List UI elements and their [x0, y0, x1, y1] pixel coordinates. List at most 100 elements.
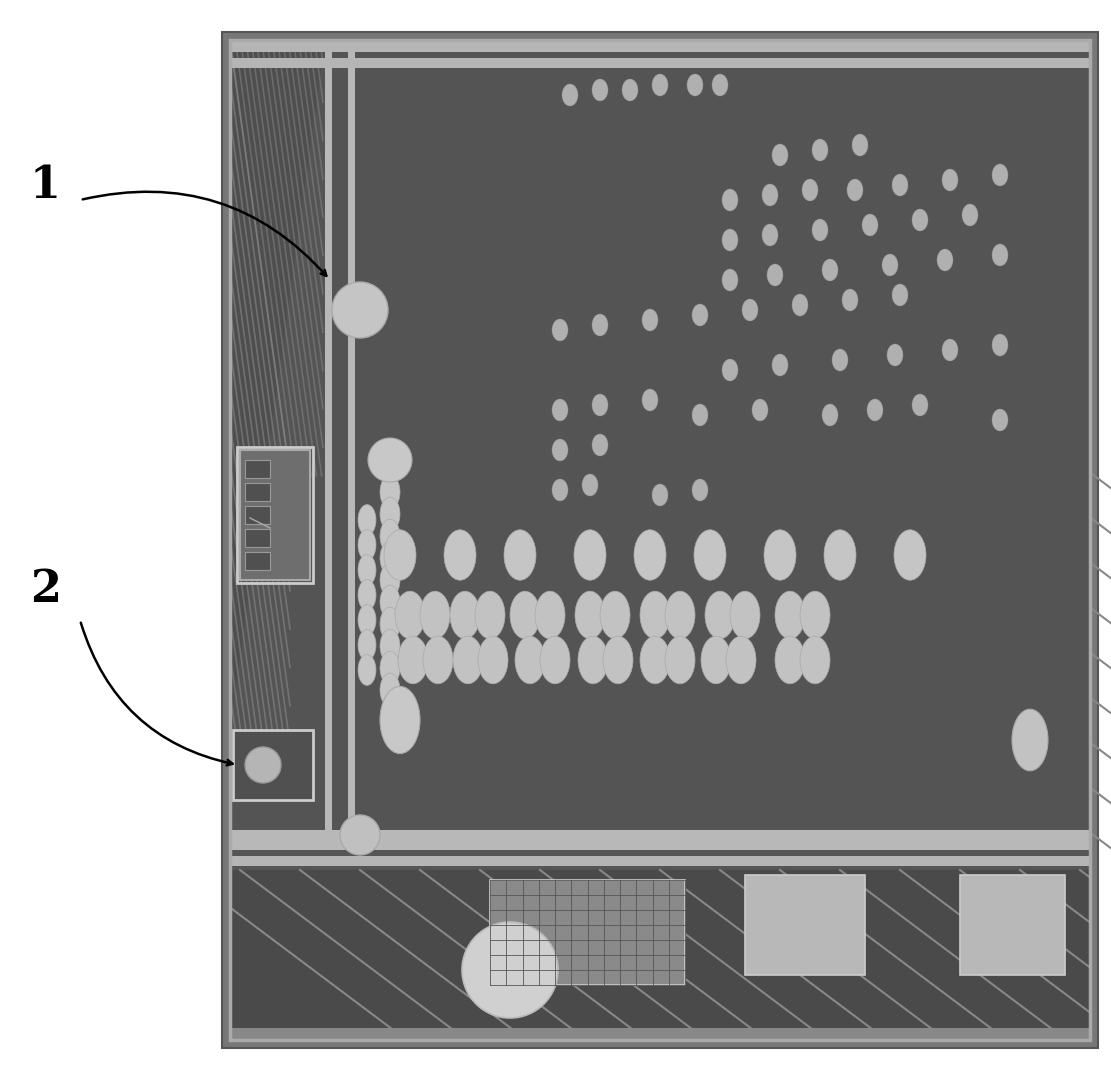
- Ellipse shape: [510, 591, 540, 639]
- Ellipse shape: [812, 219, 828, 241]
- Ellipse shape: [962, 204, 978, 226]
- Ellipse shape: [578, 636, 608, 684]
- Ellipse shape: [380, 519, 400, 553]
- Bar: [490, 880, 685, 985]
- Ellipse shape: [832, 349, 848, 371]
- Bar: [230, 58, 1090, 68]
- Ellipse shape: [582, 474, 598, 496]
- Ellipse shape: [552, 399, 568, 421]
- Ellipse shape: [380, 673, 400, 706]
- Ellipse shape: [420, 591, 450, 639]
- Ellipse shape: [722, 359, 738, 381]
- Ellipse shape: [423, 636, 453, 684]
- Ellipse shape: [358, 555, 376, 586]
- Bar: [246, 551, 270, 570]
- Circle shape: [332, 282, 388, 338]
- Ellipse shape: [592, 434, 608, 456]
- Ellipse shape: [812, 139, 828, 161]
- Bar: [230, 40, 1090, 52]
- Bar: [230, 40, 1090, 1040]
- Ellipse shape: [652, 484, 668, 506]
- Polygon shape: [230, 40, 326, 730]
- Circle shape: [368, 438, 412, 482]
- Ellipse shape: [380, 687, 420, 754]
- Ellipse shape: [665, 591, 695, 639]
- Ellipse shape: [640, 636, 670, 684]
- Ellipse shape: [762, 184, 778, 206]
- Text: 2: 2: [30, 569, 61, 612]
- Ellipse shape: [722, 269, 738, 291]
- Ellipse shape: [380, 629, 400, 663]
- Ellipse shape: [540, 636, 570, 684]
- Circle shape: [246, 747, 281, 783]
- Ellipse shape: [380, 498, 400, 531]
- Ellipse shape: [772, 144, 788, 166]
- Ellipse shape: [562, 84, 578, 106]
- Circle shape: [340, 815, 380, 855]
- Ellipse shape: [380, 541, 400, 575]
- Bar: [230, 856, 1090, 866]
- Ellipse shape: [694, 530, 725, 581]
- Ellipse shape: [642, 309, 658, 331]
- Ellipse shape: [575, 591, 605, 639]
- Ellipse shape: [384, 530, 416, 581]
- Bar: [348, 40, 356, 830]
- Ellipse shape: [552, 319, 568, 341]
- Ellipse shape: [552, 479, 568, 501]
- Ellipse shape: [552, 439, 568, 461]
- Ellipse shape: [722, 229, 738, 250]
- Ellipse shape: [992, 408, 1008, 431]
- Bar: [246, 483, 270, 501]
- Ellipse shape: [822, 259, 838, 281]
- Ellipse shape: [725, 636, 755, 684]
- Ellipse shape: [867, 399, 883, 421]
- Ellipse shape: [592, 395, 608, 416]
- Ellipse shape: [775, 591, 805, 639]
- Ellipse shape: [887, 344, 903, 366]
- Bar: [326, 40, 332, 830]
- Ellipse shape: [358, 655, 376, 686]
- Ellipse shape: [942, 339, 958, 361]
- Ellipse shape: [847, 180, 863, 201]
- Ellipse shape: [358, 630, 376, 660]
- Ellipse shape: [892, 174, 908, 196]
- Ellipse shape: [504, 530, 536, 581]
- Ellipse shape: [912, 209, 928, 231]
- Ellipse shape: [992, 244, 1008, 266]
- Ellipse shape: [380, 651, 400, 685]
- Ellipse shape: [358, 530, 376, 560]
- Ellipse shape: [692, 404, 708, 426]
- Ellipse shape: [764, 530, 795, 581]
- Text: 1: 1: [30, 163, 61, 206]
- Ellipse shape: [882, 254, 898, 276]
- Circle shape: [462, 922, 558, 1018]
- Ellipse shape: [762, 224, 778, 246]
- Ellipse shape: [536, 591, 565, 639]
- Ellipse shape: [712, 74, 728, 96]
- Bar: [246, 529, 270, 547]
- Ellipse shape: [992, 334, 1008, 356]
- Ellipse shape: [800, 636, 830, 684]
- Ellipse shape: [652, 74, 668, 96]
- Ellipse shape: [642, 389, 658, 411]
- Ellipse shape: [453, 636, 483, 684]
- Ellipse shape: [742, 299, 758, 321]
- Bar: [233, 730, 313, 800]
- Ellipse shape: [722, 189, 738, 211]
- Ellipse shape: [912, 395, 928, 416]
- Ellipse shape: [450, 591, 480, 639]
- Ellipse shape: [842, 289, 858, 311]
- Ellipse shape: [800, 591, 830, 639]
- Ellipse shape: [634, 530, 665, 581]
- Ellipse shape: [358, 604, 376, 635]
- Ellipse shape: [824, 530, 855, 581]
- Ellipse shape: [640, 591, 670, 639]
- Ellipse shape: [775, 636, 805, 684]
- Bar: [246, 506, 270, 524]
- Ellipse shape: [692, 304, 708, 326]
- Bar: [230, 830, 1090, 850]
- Ellipse shape: [603, 636, 633, 684]
- Ellipse shape: [380, 475, 400, 508]
- Ellipse shape: [358, 579, 376, 611]
- Ellipse shape: [478, 636, 508, 684]
